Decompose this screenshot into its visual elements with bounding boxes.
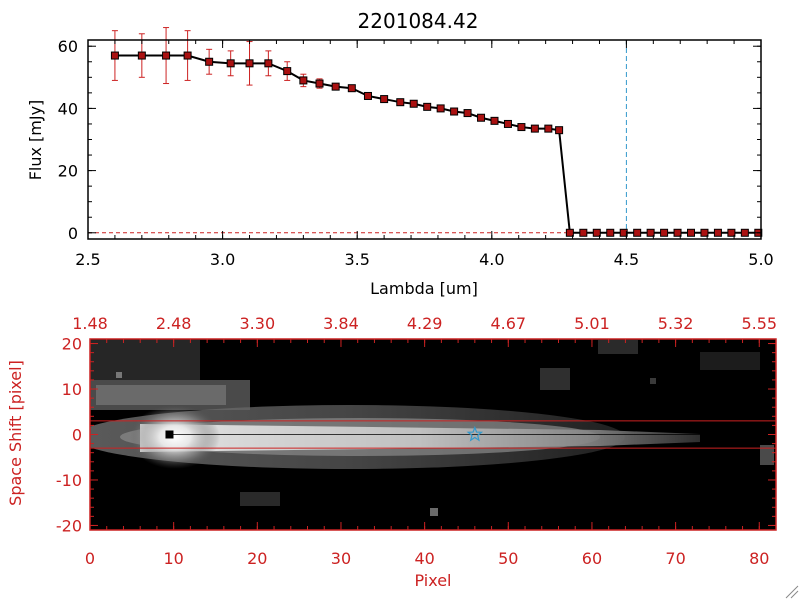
flux-point	[245, 59, 254, 68]
flux-point	[740, 228, 749, 237]
flux-point	[436, 104, 445, 113]
flux-point	[490, 116, 499, 125]
x-tick-label: 10	[163, 549, 183, 568]
flux-point	[592, 228, 601, 237]
flux-point	[183, 51, 192, 60]
image-xlabel: Pixel	[414, 571, 451, 590]
spectral-image-panel: 0 10 20 30 40 50 60 70 80 1.48 2.48 3.30 3.84 4.29 4.6…	[6, 314, 777, 590]
flux-point	[727, 228, 736, 237]
image-ticks: 0 10 20 30 40 50 60 70 80 1.48 2.48 3.30 3.84 4.29 4.6…	[56, 314, 777, 568]
figure-title: 2201084.42	[358, 9, 479, 33]
flux-point	[646, 228, 655, 237]
x-tick-label: 2.5	[75, 250, 100, 269]
top-tick-label: 3.84	[323, 314, 359, 333]
y-tick-label: 0	[68, 224, 78, 243]
flux-point	[283, 67, 292, 76]
x-tick-label: 4.5	[614, 250, 639, 269]
flux-point	[555, 126, 564, 135]
flux-point	[579, 228, 588, 237]
y-tick-label: -10	[56, 471, 82, 490]
star-marker-icon	[466, 425, 484, 442]
flux-point	[226, 59, 235, 68]
flux-point	[660, 228, 669, 237]
flux-point	[396, 98, 405, 107]
spectrum-xlabel: Lambda [um]	[370, 279, 478, 298]
x-tick-label: 50	[498, 549, 518, 568]
flux-point	[619, 228, 628, 237]
x-tick-label: 5.0	[748, 250, 773, 269]
flux-point	[347, 84, 356, 93]
flux-point	[544, 124, 553, 133]
top-tick-label: 5.01	[574, 314, 610, 333]
x-tick-label: 60	[582, 549, 602, 568]
y-tick-label: 20	[62, 335, 82, 354]
flux-point	[137, 51, 146, 60]
flux-point	[503, 119, 512, 128]
y-tick-label: -20	[56, 516, 82, 535]
flux-point	[565, 228, 574, 237]
flux-point	[713, 228, 722, 237]
flux-point	[673, 228, 682, 237]
flux-point	[380, 95, 389, 104]
flux-point	[477, 113, 486, 122]
x-tick-label: 4.0	[479, 250, 504, 269]
flux-point	[450, 107, 459, 116]
flux-line	[114, 54, 759, 234]
source-marker	[165, 430, 174, 439]
flux-point	[633, 228, 642, 237]
top-tick-label: 1.48	[72, 314, 108, 333]
x-tick-label: 20	[247, 549, 267, 568]
spectral-image-overlay	[90, 420, 776, 449]
flux-point	[110, 51, 119, 60]
spectrum-ticks: 2.5 3.0 3.5 4.0 4.5 5.0 0 20 40 60	[58, 37, 774, 269]
y-tick-label: 10	[62, 380, 82, 399]
top-tick-label: 2.48	[156, 314, 192, 333]
x-tick-label: 3.0	[210, 250, 235, 269]
flux-point	[530, 124, 539, 133]
y-tick-label: 0	[72, 426, 82, 445]
x-tick-label: 30	[331, 549, 351, 568]
flux-point	[205, 57, 214, 66]
spectrum-frame	[87, 39, 762, 240]
spectrum-ylabel: Flux [mJy]	[26, 100, 45, 181]
x-tick-label: 0	[85, 549, 95, 568]
spectrum-panel: 2.5 3.0 3.5 4.0 4.5 5.0 0 20 40 60 Lambda [um] Fl…	[26, 27, 774, 298]
x-tick-label: 70	[665, 549, 685, 568]
flux-point	[264, 59, 273, 68]
flux-point	[162, 51, 171, 60]
x-tick-label: 40	[414, 549, 434, 568]
flux-point	[315, 79, 324, 88]
y-tick-label: 40	[58, 99, 78, 118]
flux-point	[331, 82, 340, 91]
spectral-image	[90, 339, 776, 530]
top-tick-label: 4.29	[407, 314, 443, 333]
spectrum-marks	[88, 27, 763, 239]
top-tick-label: 4.67	[490, 314, 526, 333]
image-ylabel: Space Shift [pixel]	[6, 360, 25, 506]
top-tick-label: 5.55	[741, 314, 777, 333]
flux-point	[463, 109, 472, 118]
resize-grip-icon[interactable]	[785, 585, 799, 599]
top-tick-label: 5.32	[658, 314, 694, 333]
flux-point	[700, 228, 709, 237]
x-tick-label: 80	[749, 549, 769, 568]
flux-point	[517, 123, 526, 132]
flux-point	[687, 228, 696, 237]
flux-point	[606, 228, 615, 237]
y-tick-label: 60	[58, 37, 78, 56]
flux-point	[409, 99, 418, 108]
y-tick-label: 20	[58, 162, 78, 181]
top-tick-label: 3.30	[240, 314, 276, 333]
x-tick-label: 3.5	[344, 250, 369, 269]
flux-point	[299, 76, 308, 85]
flux-point	[423, 102, 432, 111]
flux-point	[363, 91, 372, 100]
